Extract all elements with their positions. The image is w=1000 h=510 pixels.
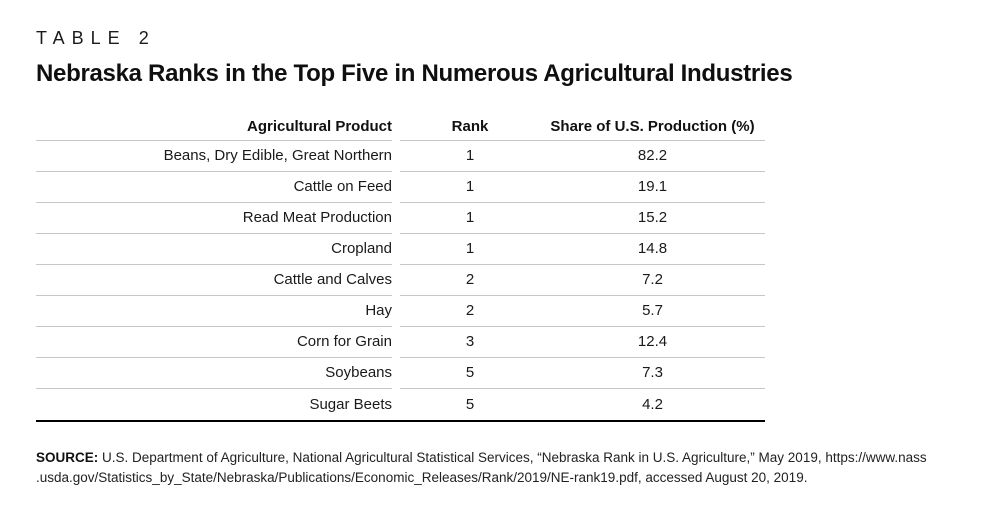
share-cell: 15.2: [637, 209, 668, 227]
rank-cell: 2: [465, 271, 475, 289]
share-cell: 82.2: [637, 147, 668, 165]
table-row: Read Meat Production 1 15.2: [36, 203, 765, 234]
rank-cell: 1: [465, 240, 475, 258]
source-label: SOURCE:: [36, 449, 99, 465]
table-row: Soybeans 5 7.3: [36, 358, 765, 389]
rank-cell: 1: [465, 147, 475, 165]
rank-cell: 5: [465, 395, 475, 413]
source-note: SOURCE: U.S. Department of Agriculture, …: [36, 448, 964, 488]
row-right-group: 1 15.2: [400, 203, 765, 234]
product-cell: Cattle and Calves: [36, 265, 392, 296]
source-text-line2: .usda.gov/Statistics_by_State/Nebraska/P…: [36, 469, 808, 485]
product-cell: Cattle on Feed: [36, 172, 392, 203]
row-right-group: 5 7.3: [400, 358, 765, 389]
product-cell: Cropland: [36, 234, 392, 265]
table-number-label: TABLE 2: [36, 28, 156, 48]
source-text-line1: U.S. Department of Agriculture, National…: [102, 449, 927, 465]
product-cell: Read Meat Production: [36, 203, 392, 234]
row-right-group: 3 12.4: [400, 327, 765, 358]
data-table: Agricultural Product Rank Share of U.S. …: [36, 113, 765, 422]
column-header-rank: Rank: [451, 117, 489, 135]
table-title: Nebraska Ranks in the Top Five in Numero…: [36, 60, 793, 87]
table-header-row: Agricultural Product Rank Share of U.S. …: [36, 113, 765, 141]
table-row: Hay 2 5.7: [36, 296, 765, 327]
table-row: Cropland 1 14.8: [36, 234, 765, 265]
share-cell: 7.2: [642, 271, 663, 289]
share-cell: 5.7: [642, 302, 663, 320]
product-cell: Sugar Beets: [309, 395, 392, 413]
header-right-group: Rank Share of U.S. Production (%): [400, 113, 765, 141]
share-cell: 7.3: [642, 364, 663, 382]
rank-cell: 3: [465, 333, 475, 351]
share-cell: 12.4: [637, 333, 668, 351]
table-body: Beans, Dry Edible, Great Northern 1 82.2…: [36, 141, 765, 420]
rank-cell: 2: [465, 302, 475, 320]
row-right-group: 2 5.7: [400, 296, 765, 327]
rank-cell: 1: [465, 209, 475, 227]
share-cell: 4.2: [642, 395, 663, 413]
table-row: Corn for Grain 3 12.4: [36, 327, 765, 358]
share-cell: 19.1: [637, 178, 668, 196]
column-header-share: Share of U.S. Production (%): [550, 117, 755, 135]
table-row: Cattle on Feed 1 19.1: [36, 172, 765, 203]
rank-cell: 5: [465, 364, 475, 382]
share-cell: 14.8: [637, 240, 668, 258]
row-right-group: 1 82.2: [400, 141, 765, 172]
product-cell: Hay: [36, 296, 392, 327]
product-cell: Soybeans: [36, 358, 392, 389]
rank-cell: 1: [465, 178, 475, 196]
column-header-agricultural-product: Agricultural Product: [36, 113, 392, 141]
row-right-group: 5 4.2: [400, 389, 765, 420]
row-right-group: 2 7.2: [400, 265, 765, 296]
table-row: Cattle and Calves 2 7.2: [36, 265, 765, 296]
product-cell: Beans, Dry Edible, Great Northern: [36, 141, 392, 172]
row-right-group: 1 19.1: [400, 172, 765, 203]
report-table-figure: TABLE 2 Nebraska Ranks in the Top Five i…: [36, 28, 964, 488]
product-cell: Corn for Grain: [36, 327, 392, 358]
table-row: Sugar Beets 5 4.2: [36, 389, 765, 420]
table-row: Beans, Dry Edible, Great Northern 1 82.2: [36, 141, 765, 172]
row-right-group: 1 14.8: [400, 234, 765, 265]
